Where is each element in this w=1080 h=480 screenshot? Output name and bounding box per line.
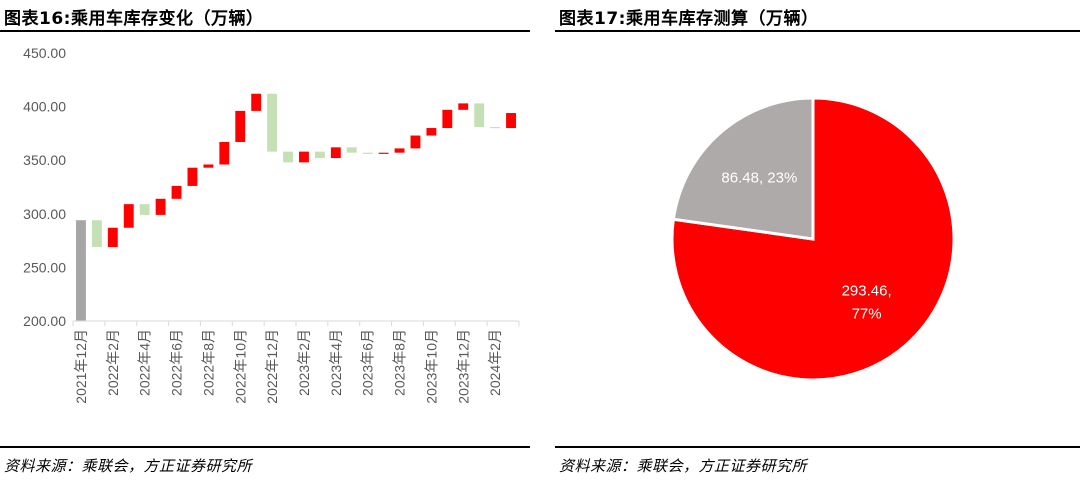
x-tick-label: 2024年2月 [487, 329, 503, 396]
x-tick-label: 2022年8月 [200, 329, 216, 396]
waterfall-bar-decrease [91, 220, 102, 248]
waterfall-bar-increase [410, 135, 421, 149]
pie-chart: 293.46, 77% 86.48, 23% [670, 96, 956, 382]
y-tick-label: 300.00 [23, 206, 66, 222]
x-tick-label: 2022年12月 [264, 329, 280, 404]
waterfall-bar-decrease [314, 151, 325, 159]
x-tick-label: 2023年2月 [296, 329, 312, 396]
x-tick-label: 2023年6月 [360, 329, 376, 396]
waterfall-bar-increase [219, 141, 230, 165]
left-title-rule [0, 30, 530, 32]
x-tick-label: 2023年10月 [423, 329, 439, 404]
waterfall-chart: 200.00 250.00 300.00 350.00 400.00 450.00 2021… [23, 45, 520, 404]
x-tick-label: 2022年6月 [169, 329, 185, 396]
x-tick-label: 2021年12月 [73, 329, 89, 404]
waterfall-bar-increase [506, 113, 516, 129]
waterfall-bar-decrease [283, 151, 293, 163]
y-tick-label: 250.00 [23, 259, 66, 275]
x-tick-label: 2022年4月 [137, 329, 153, 396]
y-tick-label: 450.00 [23, 45, 66, 61]
x-tick-label: 2023年4月 [328, 329, 344, 396]
waterfall-bar-decrease [490, 126, 501, 129]
x-tick-label: 2023年8月 [392, 329, 408, 396]
waterfall-bar-decrease [474, 103, 485, 127]
waterfall-bar-increase [123, 204, 134, 228]
x-tick-label: 2023年12月 [455, 329, 471, 404]
right-figure: 图表17:乘用车库存测算（万辆） 293.46, 77% 86.48, 23% 资料… [555, 0, 1080, 480]
waterfall-bar-decrease [346, 147, 357, 153]
waterfall-bar-increase [187, 167, 198, 186]
waterfall-bar-increase [458, 103, 469, 110]
x-tick-label: 2022年2月 [105, 329, 121, 396]
waterfall-bar-increase [171, 185, 182, 199]
pie-slice [671, 96, 815, 241]
right-source-rule [555, 446, 1080, 448]
pie-data-label: 86.48, 23% [721, 169, 797, 186]
waterfall-bar-base [76, 220, 86, 321]
waterfall-bar-increase [442, 109, 453, 129]
pie-data-label: 77% [852, 306, 882, 323]
y-tick-label: 400.00 [23, 99, 66, 115]
waterfall-bar-increase [235, 110, 246, 142]
left-figure-title: 图表16:乘用车库存变化（万辆） [4, 9, 264, 29]
waterfall-bar-increase [251, 93, 262, 111]
y-tick-label: 350.00 [23, 152, 66, 168]
y-tick-label: 200.00 [23, 313, 66, 329]
waterfall-bar-increase [155, 198, 166, 215]
waterfall-bar-increase [107, 227, 118, 248]
waterfall-bar-increase [299, 151, 309, 163]
right-title-rule [555, 30, 1080, 32]
left-figure: 图表16:乘用车库存变化（万辆） 200.00 250.00 300.00 350.0… [0, 0, 530, 480]
x-tick-label: 2022年10月 [232, 329, 248, 404]
waterfall-bar-increase [378, 152, 389, 154]
waterfall-bar-increase [426, 128, 437, 136]
left-source-rule [0, 446, 530, 448]
right-figure-title: 图表17:乘用车库存测算（万辆） [559, 9, 819, 29]
waterfall-bar-increase [203, 164, 214, 168]
waterfall-bar-increase [330, 147, 341, 159]
right-source-note: 资料来源：乘联会，方正证券研究所 [559, 457, 808, 475]
waterfall-bar-decrease [139, 204, 150, 215]
left-source-note: 资料来源：乘联会，方正证券研究所 [4, 457, 253, 475]
waterfall-bar-increase [394, 148, 405, 153]
pie-slice [670, 96, 956, 382]
waterfall-bar-decrease [362, 152, 373, 154]
pie-data-label: 293.46, [842, 283, 892, 300]
waterfall-bar-decrease [267, 93, 278, 152]
